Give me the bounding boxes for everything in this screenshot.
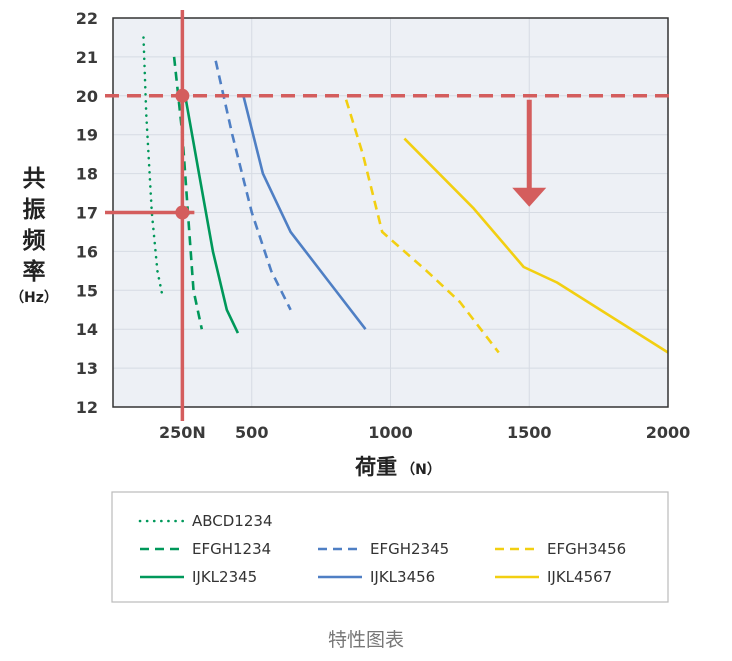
y-tick-label: 20 [76,87,98,106]
series-line-ijkl2345 [183,95,240,334]
y-axis-title-char: 频 [23,228,46,254]
figure-caption: 特性图表 [327,629,404,651]
legend [111,491,669,603]
tick-labels: 12 13 14 15 16 17 18 19 20 21 22 500 1000 1500 2000 [76,9,691,442]
series-line-efgh3456 [344,99,500,354]
legend-label-efgh1234: EFGH1234 [192,540,271,558]
axis-titles: 共振频率 （Hz） 荷重 （N） [10,166,441,479]
reference-point [175,205,190,220]
y-tick-label: 21 [76,48,98,67]
y-axis-title-char: 率 [23,258,46,285]
x-axis-title-text: 荷重 [355,455,397,479]
legend-label-efgh2345: EFGH2345 [370,540,449,558]
y-tick-label: 12 [76,398,98,417]
y-tick-label: 17 [76,204,98,223]
reference-x-label: 250N [159,423,206,442]
legend-label-abcd1234: ABCD1234 [192,512,273,530]
x-axis-title: 荷重 （N） [355,455,441,479]
x-tick-label: 500 [235,423,268,442]
x-tick-label: 2000 [646,423,691,442]
reference-point [175,88,190,103]
y-axis-title: 共振频率 [23,166,46,285]
y-tick-label: 13 [76,359,98,378]
y-tick-label: 15 [76,281,98,300]
y-tick-label: 16 [76,242,98,261]
x-tick-label: 1500 [507,423,552,442]
y-axis-title-char: 振 [23,196,46,223]
series-line-efgh2345 [214,60,292,311]
y-axis-unit: （Hz） [10,290,58,306]
annotation-layer: 250N [105,10,670,442]
legend-entries: ABCD1234 EFGH1234 EFGH2345 EFGH3456 IJKL2345… [138,512,626,586]
y-axis-title-char: 共 [23,166,46,192]
y-tick-label: 14 [76,320,98,339]
legend-label-efgh3456: EFGH3456 [547,540,626,558]
legend-label-ijkl4567: IJKL4567 [547,568,612,586]
y-tick-label: 18 [76,165,98,184]
x-axis-unit: （N） [401,462,441,478]
y-tick-label: 22 [76,9,98,28]
arrow-head [512,187,547,207]
series-line-ijkl4567 [403,137,669,354]
legend-label-ijkl2345: IJKL2345 [192,568,257,586]
x-tick-label: 1000 [368,423,413,442]
series-line-ijkl3456 [242,95,367,330]
legend-label-ijkl3456: IJKL3456 [370,568,435,586]
series-layer [142,36,669,354]
y-tick-label: 19 [76,126,98,145]
